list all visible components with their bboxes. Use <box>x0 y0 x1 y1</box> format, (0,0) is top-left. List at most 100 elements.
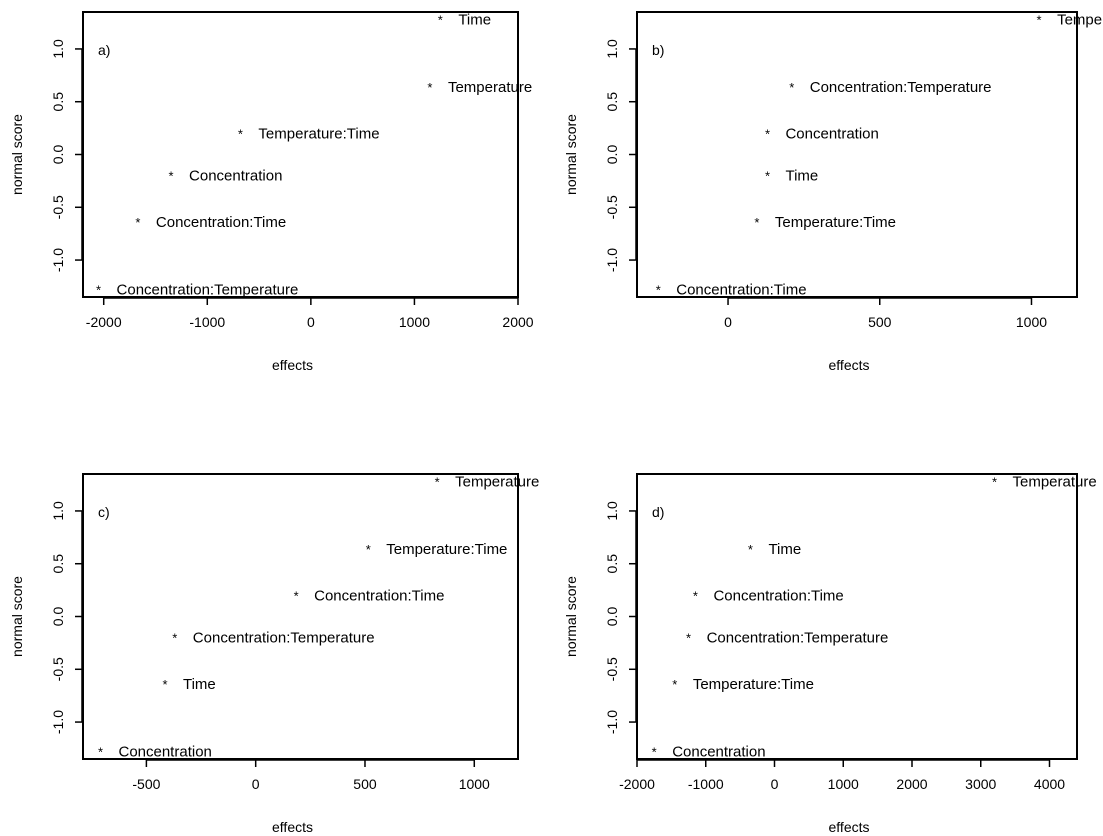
x-tick-label: 500 <box>868 314 892 330</box>
y-axis-title: normal score <box>9 114 25 195</box>
point-label: Concentration:Temperature <box>707 630 889 647</box>
y-tick-label: 0.0 <box>604 145 620 165</box>
y-tick-label: -0.5 <box>50 195 66 219</box>
point-label: Temperature <box>448 79 532 96</box>
y-tick-label: 0.0 <box>50 607 66 627</box>
data-point: * <box>672 677 677 692</box>
point-label: Temperature:Time <box>386 541 507 558</box>
point-label: Concentration <box>672 744 765 761</box>
point-label: Concentration:Temperature <box>117 282 299 299</box>
x-tick-label: 500 <box>353 776 377 792</box>
data-point: * <box>366 542 371 557</box>
y-tick-label: 0.0 <box>604 607 620 627</box>
data-point: * <box>135 215 140 230</box>
data-point: * <box>96 283 101 298</box>
y-tick-label: -0.5 <box>604 657 620 681</box>
x-tick-label: 2000 <box>896 776 927 792</box>
data-point: * <box>686 631 691 646</box>
point-label: Concentration <box>189 168 282 185</box>
data-point: * <box>435 474 440 489</box>
y-tick-label: 0.5 <box>50 554 66 574</box>
data-point: * <box>748 542 753 557</box>
x-tick-label: -500 <box>132 776 160 792</box>
y-tick-label: 0.5 <box>604 92 620 112</box>
point-label: Concentration:Temperature <box>810 79 992 96</box>
x-tick-label: -1000 <box>688 776 724 792</box>
panel-1: -2000 -1000 0 1000 2000 -1.0 -0.5 0.0 0.5 1.0 effe… <box>9 11 534 373</box>
y-tick-label: 1.0 <box>50 501 66 521</box>
x-tick-label: 1000 <box>399 314 430 330</box>
data-point: * <box>294 588 299 603</box>
point-label: Time <box>768 541 801 558</box>
data-point: * <box>652 745 657 760</box>
y-tick-label: -1.0 <box>604 248 620 272</box>
point-label: Concentration:Time <box>713 587 843 604</box>
data-point: * <box>693 588 698 603</box>
x-tick-label: 1000 <box>1016 314 1047 330</box>
panel-label: a) <box>98 42 110 58</box>
data-point: * <box>172 631 177 646</box>
data-point: * <box>765 169 770 184</box>
point-label: Concentration <box>785 125 878 142</box>
x-tick-label: -2000 <box>86 314 122 330</box>
point-label: Concentration:Time <box>314 587 444 604</box>
point-label: Concentration:Temperature <box>193 630 375 647</box>
data-point: * <box>1037 12 1042 27</box>
y-tick-label: -1.0 <box>50 710 66 734</box>
plot-frame <box>636 473 1078 760</box>
point-label: Temperature:Time <box>775 214 896 231</box>
y-tick-label: -1.0 <box>50 248 66 272</box>
data-point: * <box>765 126 770 141</box>
x-tick-label: 1000 <box>459 776 490 792</box>
plot-frame <box>82 11 519 298</box>
x-tick-label: 0 <box>307 314 315 330</box>
panel-4: -2000 -1000 0 1000 2000 3000 4000 -1.0 -0.5 0.0 0.… <box>563 473 1097 835</box>
point-label: Temperature <box>1013 473 1097 490</box>
x-tick-label: 3000 <box>965 776 996 792</box>
point-label: Temperature:Time <box>258 125 379 142</box>
y-axis-title: normal score <box>9 576 25 657</box>
data-point: * <box>789 80 794 95</box>
panel-2: 0 500 1000 -1.0 -0.5 0.0 0.5 1.0 effects normal s… <box>563 11 1103 373</box>
data-point: * <box>98 745 103 760</box>
data-point: * <box>169 169 174 184</box>
point-label: Time <box>183 676 216 693</box>
point-label: Concentration <box>118 744 211 761</box>
x-axis-title: effects <box>829 819 870 835</box>
x-tick-label: 0 <box>771 776 779 792</box>
data-point: * <box>162 677 167 692</box>
y-tick-label: 1.0 <box>604 39 620 59</box>
x-axis-title: effects <box>272 819 313 835</box>
x-tick-label: -2000 <box>619 776 655 792</box>
data-point: * <box>656 283 661 298</box>
y-tick-label: 0.5 <box>50 92 66 112</box>
y-tick-label: 0.5 <box>604 554 620 574</box>
y-tick-label: 1.0 <box>604 501 620 521</box>
x-tick-label: 0 <box>724 314 732 330</box>
data-point: * <box>238 126 243 141</box>
panel-label: c) <box>98 504 110 520</box>
data-point: * <box>992 474 997 489</box>
data-point: * <box>438 12 443 27</box>
data-point: * <box>427 80 432 95</box>
y-axis-title: normal score <box>563 576 579 657</box>
x-tick-label: 2000 <box>502 314 533 330</box>
y-tick-label: -0.5 <box>604 195 620 219</box>
x-tick-label: 4000 <box>1034 776 1065 792</box>
panel-label: b) <box>652 42 664 58</box>
point-label: Concentration:Time <box>156 214 286 231</box>
point-label: Time <box>785 168 818 185</box>
y-axis-title: normal score <box>563 114 579 195</box>
x-tick-label: 1000 <box>828 776 859 792</box>
point-label: Time <box>458 11 491 28</box>
x-axis-title: effects <box>829 357 870 373</box>
point-label: Temperature <box>455 473 539 490</box>
y-tick-label: -0.5 <box>50 657 66 681</box>
y-tick-label: -1.0 <box>604 710 620 734</box>
x-tick-label: 0 <box>252 776 260 792</box>
point-label: Temperature:Time <box>693 676 814 693</box>
panel-label: d) <box>652 504 664 520</box>
point-label: Temperature <box>1057 11 1103 28</box>
panel-3: -500 0 500 1000 -1.0 -0.5 0.0 0.5 1.0 effects norm… <box>9 473 539 835</box>
